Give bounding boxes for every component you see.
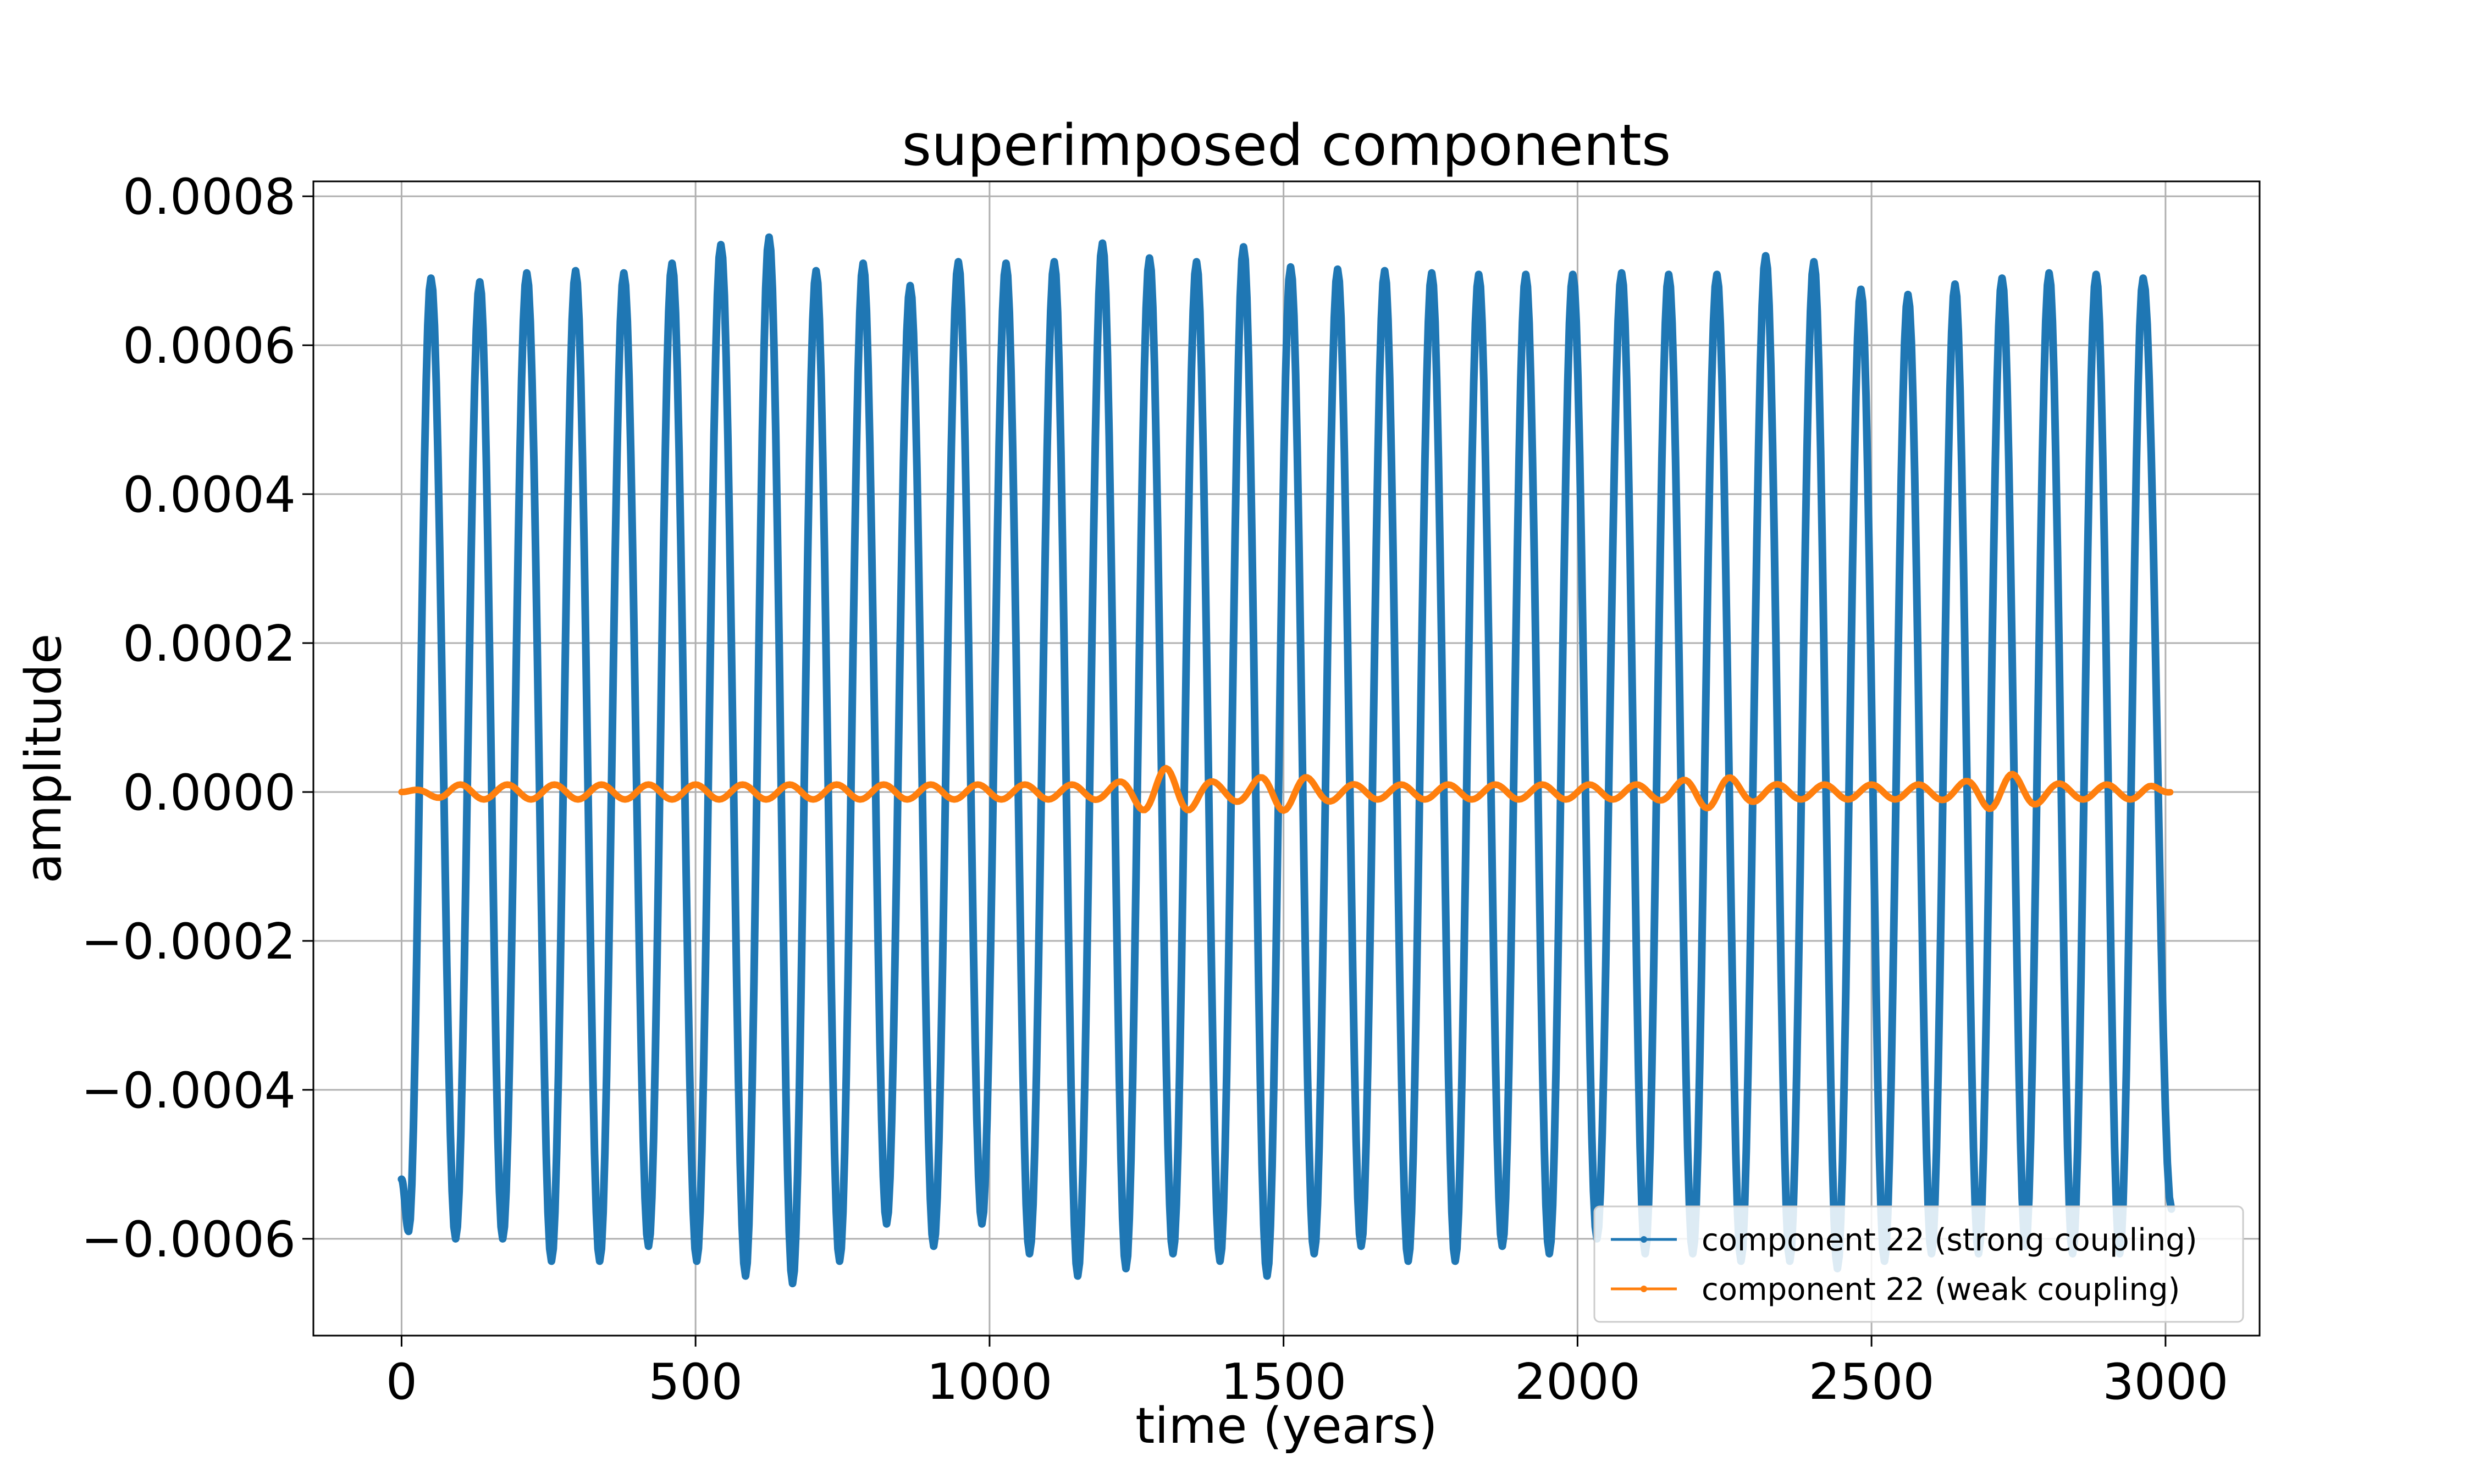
legend-marker-weak-coupling: [1641, 1286, 1647, 1292]
y-tick-label: 0.0008: [123, 168, 296, 226]
x-axis-ticks: 0 500 1000 1500 2000 2500 3000: [386, 1336, 2228, 1411]
y-axis-title: amplitude: [15, 634, 73, 884]
y-tick-label: −0.0002: [81, 913, 296, 971]
y-axis-ticks: −0.0006 −0.0004 −0.0002 0.0000 0.0002 0.0004 0…: [81, 168, 313, 1269]
legend-label-weak-coupling: component 22 (weak coupling): [1702, 1272, 2180, 1308]
y-tick-label: 0.0004: [123, 466, 296, 524]
y-tick-label: 0.0000: [123, 764, 296, 822]
x-tick-label: 2500: [1809, 1353, 1935, 1411]
series-line-weak-coupling: [398, 765, 2174, 814]
y-tick-label: 0.0006: [123, 317, 296, 375]
x-tick-label: 3000: [2102, 1353, 2228, 1411]
legend-marker-strong-coupling: [1641, 1236, 1647, 1243]
x-axis-title: time (years): [1135, 1397, 1438, 1455]
legend-box: [1593, 1205, 2244, 1323]
legend: component 22 (strong coupling) component…: [1593, 1205, 2244, 1323]
y-tick-label: −0.0006: [81, 1211, 296, 1269]
plot-frame: [312, 180, 2261, 1337]
chart-title: superimposed components: [902, 113, 1671, 179]
x-tick-label: 1500: [1221, 1353, 1346, 1411]
plot-series: [397, 233, 2175, 1288]
x-tick-label: 0: [386, 1353, 417, 1411]
legend-label-strong-coupling: component 22 (strong coupling): [1702, 1222, 2197, 1258]
x-tick-label: 1000: [926, 1353, 1052, 1411]
y-tick-label: −0.0004: [81, 1062, 296, 1120]
series-line-strong-coupling: [397, 233, 2175, 1288]
y-tick-label: 0.0002: [123, 615, 296, 673]
x-tick-label: 2000: [1515, 1353, 1641, 1411]
x-tick-label: 500: [648, 1353, 743, 1411]
